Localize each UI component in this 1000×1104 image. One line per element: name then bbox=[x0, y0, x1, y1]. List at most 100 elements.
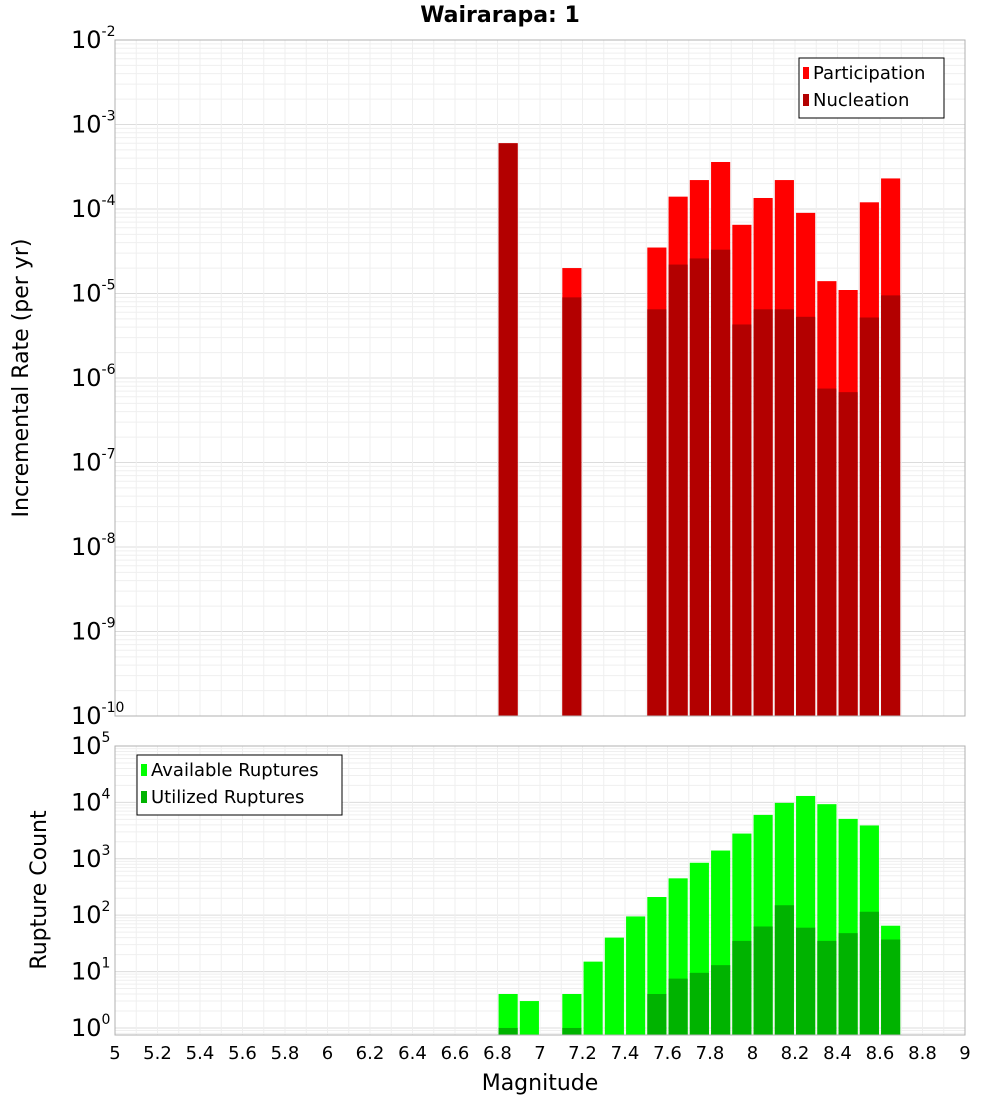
bar-utilized-ruptures bbox=[838, 933, 858, 1035]
y-tick-label: 10-7 bbox=[71, 447, 116, 477]
bar-nucleation bbox=[859, 317, 879, 716]
y-tick-exponent: 2 bbox=[102, 899, 111, 915]
y-tick-label: 105 bbox=[71, 730, 110, 760]
x-tick-label: 5.8 bbox=[271, 1043, 300, 1064]
y-tick-base: 10 bbox=[71, 845, 102, 873]
y-tick-label: 10-3 bbox=[71, 109, 116, 139]
y-tick-base: 10 bbox=[71, 732, 102, 760]
y-tick-base: 10 bbox=[71, 788, 102, 816]
y-tick-label: 10-4 bbox=[71, 193, 116, 223]
bar-utilized-ruptures bbox=[689, 972, 709, 1035]
bar-nucleation bbox=[838, 392, 858, 716]
x-tick-label: 5.4 bbox=[186, 1043, 215, 1064]
bar-utilized-ruptures bbox=[711, 965, 731, 1035]
bar-utilized-ruptures bbox=[498, 1027, 518, 1035]
bar-utilized-ruptures bbox=[668, 978, 688, 1035]
top-panel: 10-210-310-410-510-610-710-810-910-10Par… bbox=[71, 24, 966, 730]
y-tick-base: 10 bbox=[71, 618, 102, 646]
bar-nucleation bbox=[817, 388, 837, 716]
y-tick-label: 10-5 bbox=[71, 278, 116, 308]
bottom-y-axis-label: Rupture Count bbox=[27, 810, 52, 970]
x-tick-label: 6 bbox=[322, 1043, 333, 1064]
x-tick-label: 5.2 bbox=[143, 1043, 172, 1064]
legend-swatch bbox=[141, 764, 147, 776]
y-tick-exponent: 5 bbox=[102, 730, 111, 746]
y-tick-exponent: -9 bbox=[102, 616, 116, 632]
legend-label: Utilized Ruptures bbox=[151, 787, 304, 808]
y-tick-base: 10 bbox=[71, 901, 102, 929]
bars bbox=[498, 795, 901, 1035]
bar-utilized-ruptures bbox=[647, 994, 667, 1035]
y-tick-exponent: -2 bbox=[102, 24, 116, 40]
bars bbox=[498, 143, 901, 717]
y-tick-base: 10 bbox=[71, 702, 102, 730]
y-tick-label: 10-8 bbox=[71, 531, 116, 561]
y-tick-exponent: -7 bbox=[102, 447, 116, 463]
chart-title: Wairarapa: 1 bbox=[420, 3, 580, 28]
x-tick-label: 6.8 bbox=[483, 1043, 512, 1064]
y-tick-label: 10-2 bbox=[71, 24, 116, 54]
x-tick-label: 7 bbox=[534, 1043, 545, 1064]
x-tick-label: 7.2 bbox=[568, 1043, 597, 1064]
legend-label: Participation bbox=[813, 63, 925, 84]
y-tick-base: 10 bbox=[71, 449, 102, 477]
bar-nucleation bbox=[498, 143, 518, 716]
bar-nucleation bbox=[562, 297, 582, 716]
x-tick-label: 9 bbox=[959, 1043, 970, 1064]
y-tick-exponent: 3 bbox=[102, 843, 111, 859]
y-tick-exponent: -8 bbox=[102, 531, 116, 547]
y-tick-label: 10-9 bbox=[71, 616, 116, 646]
y-tick-exponent: -10 bbox=[102, 700, 125, 716]
bar-available-ruptures bbox=[604, 937, 624, 1035]
bar-nucleation bbox=[668, 264, 688, 716]
bar-nucleation bbox=[753, 309, 773, 716]
legend-swatch bbox=[803, 94, 809, 106]
bar-utilized-ruptures bbox=[732, 940, 752, 1035]
bar-nucleation bbox=[881, 295, 901, 716]
y-tick-label: 10-10 bbox=[71, 700, 124, 730]
bar-available-ruptures bbox=[562, 994, 582, 1035]
y-tick-label: 100 bbox=[71, 1012, 110, 1042]
bar-nucleation bbox=[689, 258, 709, 716]
y-tick-label: 104 bbox=[71, 786, 111, 816]
x-tick-label: 7.8 bbox=[696, 1043, 725, 1064]
y-tick-exponent: -5 bbox=[102, 278, 116, 294]
y-tick-label: 10-6 bbox=[71, 362, 116, 392]
y-tick-exponent: -4 bbox=[102, 193, 116, 209]
bar-nucleation bbox=[711, 249, 731, 716]
y-tick-label: 102 bbox=[71, 899, 110, 929]
top-y-axis-label: Incremental Rate (per yr) bbox=[9, 239, 34, 518]
y-tick-labels: 10-210-310-410-510-610-710-810-910-10 bbox=[71, 24, 124, 730]
legend: Available Ruptures Utilized Ruptures bbox=[136, 754, 343, 816]
y-tick-label: 103 bbox=[71, 843, 110, 873]
bar-utilized-ruptures bbox=[817, 940, 837, 1035]
plot-frame bbox=[114, 745, 966, 1036]
y-tick-base: 10 bbox=[71, 1014, 102, 1042]
bar-utilized-ruptures bbox=[881, 939, 901, 1035]
y-tick-base: 10 bbox=[71, 195, 102, 223]
y-tick-exponent: -6 bbox=[102, 362, 116, 378]
x-tick-label: 5 bbox=[109, 1043, 120, 1064]
x-tick-labels: 5 5.2 5.4 5.6 5.8 6 6.2 6.4 6.6 6.8 7 7.2 7.4 7.6 7.8 8… bbox=[109, 1043, 970, 1064]
bar-available-ruptures bbox=[519, 1001, 539, 1035]
y-tick-exponent: -3 bbox=[102, 109, 116, 125]
bar-nucleation bbox=[647, 309, 667, 716]
y-tick-label: 101 bbox=[71, 956, 110, 986]
grid-lines bbox=[114, 40, 966, 717]
legend: Participation Nucleation bbox=[798, 57, 945, 119]
legend-swatch bbox=[141, 791, 147, 803]
bar-available-ruptures bbox=[498, 994, 518, 1035]
legend-label: Nucleation bbox=[813, 90, 909, 111]
x-tick-label: 8.4 bbox=[823, 1043, 852, 1064]
bar-nucleation bbox=[732, 324, 752, 716]
legend-box bbox=[798, 57, 945, 119]
x-tick-label: 8.2 bbox=[781, 1043, 810, 1064]
x-tick-label: 7.6 bbox=[653, 1043, 682, 1064]
bar-utilized-ruptures bbox=[796, 927, 816, 1035]
x-tick-label: 6.2 bbox=[356, 1043, 385, 1064]
bar-nucleation bbox=[774, 309, 794, 716]
bar-available-ruptures bbox=[626, 916, 646, 1035]
y-tick-base: 10 bbox=[71, 364, 102, 392]
